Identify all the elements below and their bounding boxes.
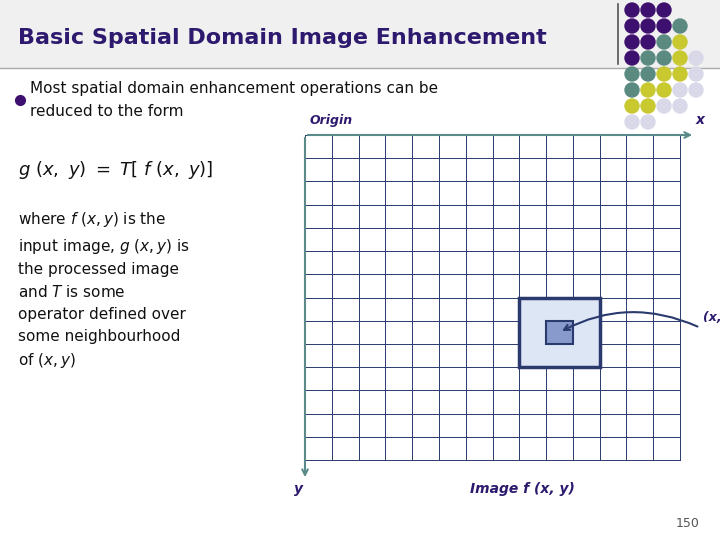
Circle shape <box>657 83 671 97</box>
Circle shape <box>673 51 687 65</box>
Circle shape <box>625 51 639 65</box>
Circle shape <box>673 83 687 97</box>
Circle shape <box>689 67 703 81</box>
Circle shape <box>673 67 687 81</box>
Circle shape <box>689 83 703 97</box>
Circle shape <box>673 19 687 33</box>
Bar <box>546 321 573 344</box>
Circle shape <box>657 3 671 17</box>
Text: y: y <box>294 482 304 496</box>
Circle shape <box>657 35 671 49</box>
Circle shape <box>625 115 639 129</box>
Circle shape <box>657 67 671 81</box>
Text: Basic Spatial Domain Image Enhancement: Basic Spatial Domain Image Enhancement <box>18 28 546 48</box>
Circle shape <box>689 51 703 65</box>
Text: x: x <box>696 113 704 127</box>
Circle shape <box>657 51 671 65</box>
Circle shape <box>657 19 671 33</box>
Circle shape <box>641 19 655 33</box>
Text: (x, y): (x, y) <box>703 310 720 323</box>
Circle shape <box>641 83 655 97</box>
Circle shape <box>673 35 687 49</box>
Circle shape <box>657 99 671 113</box>
Circle shape <box>625 35 639 49</box>
Circle shape <box>641 99 655 113</box>
Bar <box>0 0 720 68</box>
Text: Most spatial domain enhancement operations can be
reduced to the form: Most spatial domain enhancement operatio… <box>30 82 438 119</box>
Circle shape <box>625 67 639 81</box>
Circle shape <box>625 3 639 17</box>
Circle shape <box>625 19 639 33</box>
Text: where $f$ $(x, y)$ is the
input image, $g$ $(x, y)$ is
the processed image
and $: where $f$ $(x, y)$ is the input image, $… <box>18 210 190 370</box>
Circle shape <box>641 67 655 81</box>
Text: $g\ (x,\ y)\ =\ T[\ f\ (x,\ y)]$: $g\ (x,\ y)\ =\ T[\ f\ (x,\ y)]$ <box>18 159 213 181</box>
Circle shape <box>641 51 655 65</box>
Circle shape <box>625 83 639 97</box>
Text: Image f (x, y): Image f (x, y) <box>470 482 575 496</box>
Text: 150: 150 <box>676 517 700 530</box>
Circle shape <box>673 99 687 113</box>
Circle shape <box>625 99 639 113</box>
Bar <box>519 298 600 367</box>
Text: Origin: Origin <box>310 114 353 127</box>
Circle shape <box>641 35 655 49</box>
Circle shape <box>641 3 655 17</box>
Circle shape <box>641 115 655 129</box>
